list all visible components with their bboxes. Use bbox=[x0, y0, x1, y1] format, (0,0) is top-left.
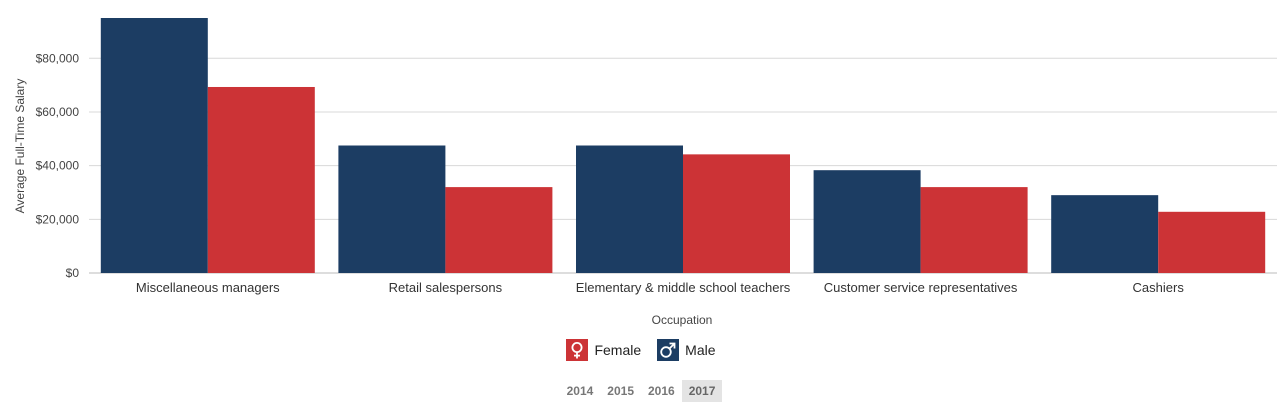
bar-male[interactable] bbox=[813, 170, 921, 273]
y-tick-label: $40,000 bbox=[36, 159, 80, 173]
bar-chart: $0 $20,000 $40,000 $60,000 $80,000 Miscellan… bbox=[13, 18, 1277, 327]
male-symbol-icon bbox=[657, 339, 680, 361]
y-tick-label: $20,000 bbox=[36, 212, 80, 226]
x-tick-label: Customer service representatives bbox=[824, 280, 1018, 295]
bar-male[interactable] bbox=[338, 145, 446, 274]
year-selector: 2014 2015 2016 2017 bbox=[0, 379, 1282, 402]
bar-female[interactable] bbox=[445, 187, 553, 273]
x-tick-label: Cashiers bbox=[1133, 280, 1185, 295]
y-axis-title: Average Full-Time Salary bbox=[13, 79, 27, 214]
y-tick-label: $60,000 bbox=[36, 105, 80, 119]
y-axis-ticks: $0 $20,000 $40,000 $60,000 $80,000 bbox=[36, 51, 80, 280]
x-tick-label: Miscellaneous managers bbox=[136, 280, 280, 295]
legend-item-female[interactable]: Female bbox=[566, 339, 641, 361]
legend-label-female: Female bbox=[594, 342, 642, 358]
bar-female[interactable] bbox=[920, 187, 1028, 273]
bar-female[interactable] bbox=[207, 86, 315, 273]
x-tick-label: Elementary & middle school teachers bbox=[576, 280, 791, 295]
legend: Female Male bbox=[0, 337, 1282, 363]
year-tab-2017[interactable]: 2017 bbox=[681, 379, 723, 402]
year-tab-2014[interactable]: 2014 bbox=[566, 383, 594, 398]
year-tab-2016[interactable]: 2016 bbox=[648, 383, 675, 398]
legend-item-male[interactable]: Male bbox=[657, 339, 716, 361]
bars-group bbox=[100, 18, 1266, 274]
year-tab-2015[interactable]: 2015 bbox=[607, 383, 634, 398]
legend-label-male: Male bbox=[685, 342, 716, 358]
y-tick-label: $0 bbox=[66, 266, 80, 280]
x-tick-label: Retail salespersons bbox=[389, 280, 503, 295]
female-symbol-icon bbox=[566, 339, 589, 361]
bar-female[interactable] bbox=[683, 154, 790, 273]
y-tick-label: $80,000 bbox=[36, 51, 80, 65]
bar-male[interactable] bbox=[576, 145, 683, 274]
x-axis-title: Occupation bbox=[652, 313, 713, 327]
x-axis-ticks: Miscellaneous managers Retail salesperson… bbox=[136, 280, 1184, 295]
bar-male[interactable] bbox=[100, 18, 208, 273]
bar-female[interactable] bbox=[1158, 211, 1266, 273]
bar-male[interactable] bbox=[1051, 195, 1159, 273]
